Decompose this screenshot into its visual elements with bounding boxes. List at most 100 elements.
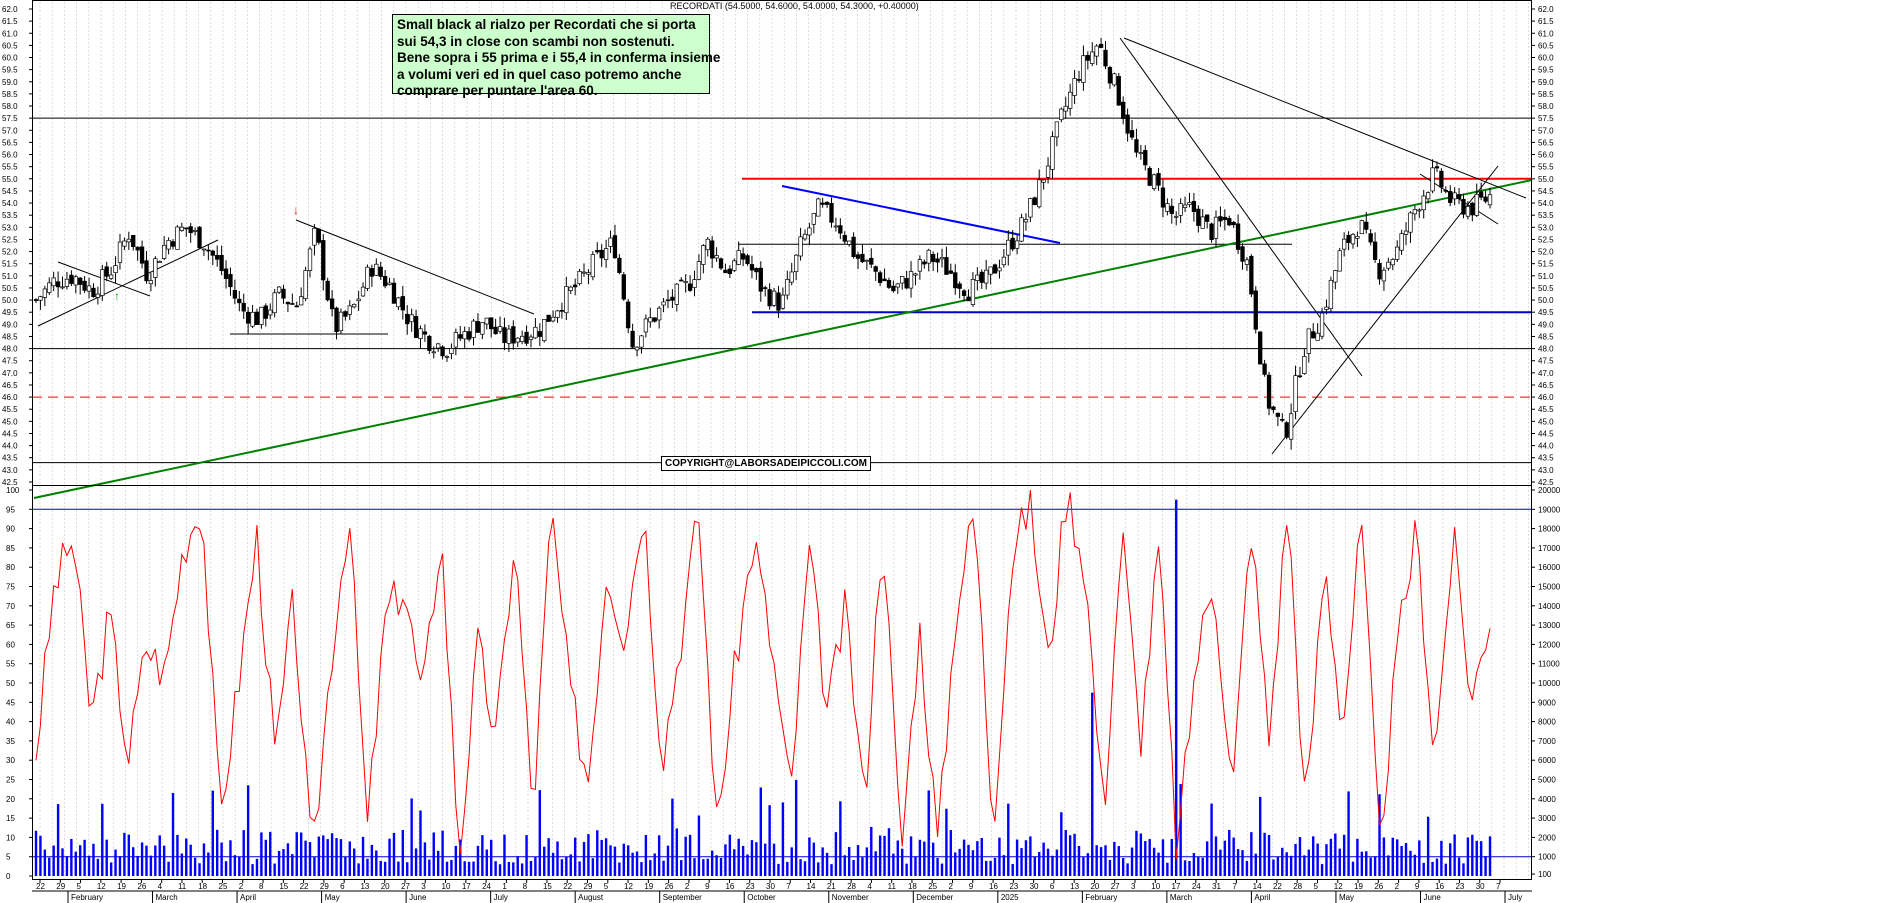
candle-body [1090,51,1095,64]
candle-body [91,287,96,298]
price-tick-label: 60.0 [2,54,18,63]
oscillator-tick-label: 55 [6,660,15,669]
volume-bar [1329,838,1333,876]
day-tick-label: 7 [786,882,791,891]
candle-body [1187,202,1192,205]
volume-bar [70,838,73,876]
down-arrow-icon: ↓ [293,203,299,217]
volume-bar [87,855,91,876]
volume-bar [357,863,360,876]
volume-bar [852,859,855,876]
volume-bar [264,839,268,876]
price-tick-label: 47.0 [2,369,18,378]
volume-bar [1095,845,1098,876]
volume-bar [180,853,184,876]
candle-body [506,328,512,344]
volume-bar [971,850,975,876]
candle-body [294,305,299,308]
day-tick-label: 26 [1374,882,1383,891]
candle-body [1443,189,1448,192]
volume-bar [1002,855,1006,876]
note-line: Bene sopra i 55 prima e i 55,4 in confer… [397,50,721,65]
volume-bar [1157,852,1160,876]
price-tick-label: 59.0 [2,78,18,87]
volume-bar [1214,836,1218,876]
day-tick-label: 22 [300,882,309,891]
candle-body [139,246,145,264]
price-tick-label: 60.5 [2,41,18,50]
volume-bar [777,863,780,876]
price-tick-label: 47.5 [1538,357,1554,366]
day-tick-label: 19 [117,882,126,891]
price-tick-label: 49.0 [2,320,18,329]
candle-body [590,254,596,278]
candle-body [307,248,313,271]
volume-bar [507,861,511,876]
volume-bar [1029,836,1032,876]
candle-body [104,266,109,277]
volume-bar [1015,839,1019,876]
day-tick-label: 30 [1476,882,1485,891]
month-label: April [240,893,256,902]
day-tick-label: 2 [949,882,954,891]
day-tick-label: 2 [239,882,244,891]
volume-bar [171,792,175,876]
volume-bar [697,815,701,876]
candle-body [299,296,304,306]
candle-body [33,299,39,301]
volume-bar [649,860,652,876]
price-tick-label: 61.0 [2,29,18,38]
volume-bar [772,843,776,876]
candle-body [957,283,962,289]
candle-body [1068,91,1073,109]
candle-body [51,277,56,287]
candle-body [223,268,229,279]
price-tick-label: 45.5 [1538,405,1554,414]
volume-bar [870,826,873,876]
price-tick-label: 45.0 [2,417,18,426]
volume-tick-label: 100 [1538,870,1552,879]
day-tick-label: 9 [705,882,710,891]
volume-bar [604,838,608,876]
price-tick-label: 56.5 [2,138,18,147]
candle-body [126,238,131,243]
candle-body [564,286,569,314]
candle-body [528,336,534,340]
price-axis: 62.0 62.0 61.5 61.5 61.0 61.0 60.5 60.5 60.0 60.0… [2,5,1554,487]
price-tick-label: 56.0 [1538,151,1554,160]
price-tick-label: 59.5 [2,66,18,75]
volume-bar [238,856,241,876]
oscillator-tick-label: 50 [6,679,15,688]
signal-arrows: ↓ ↑ [114,203,299,303]
volume-bar [967,844,970,876]
candle-body [838,225,843,234]
volume-tick-label: 17000 [1538,544,1561,553]
volume-bar [114,849,117,876]
black-trendline-rising [1271,165,1499,455]
candle-body [573,284,578,288]
candle-body [201,248,207,251]
candle-body [648,317,653,323]
volume-bar [379,860,382,876]
volume-bar [1449,843,1452,876]
candle-body [391,282,397,304]
volume-bar [1258,796,1262,876]
candle-body [400,296,405,311]
volume-bar [657,835,661,876]
candle-body [1390,259,1395,266]
volume-bar [1144,841,1147,876]
price-tick-label: 43.5 [1538,454,1554,463]
candle-body [192,230,198,232]
volume-bar [591,858,595,876]
volume-bar [1201,857,1204,876]
price-tick-label: 57.5 [1538,114,1554,123]
candle-body [727,268,733,275]
price-tick-label: 45.5 [2,405,18,414]
volume-bar [1183,860,1187,876]
candle-body [913,273,918,276]
volume-bar [993,857,997,876]
volume-bar [1135,830,1138,876]
volume-bar [976,841,979,876]
volume-bar [1462,863,1465,876]
month-label: May [1339,893,1354,902]
